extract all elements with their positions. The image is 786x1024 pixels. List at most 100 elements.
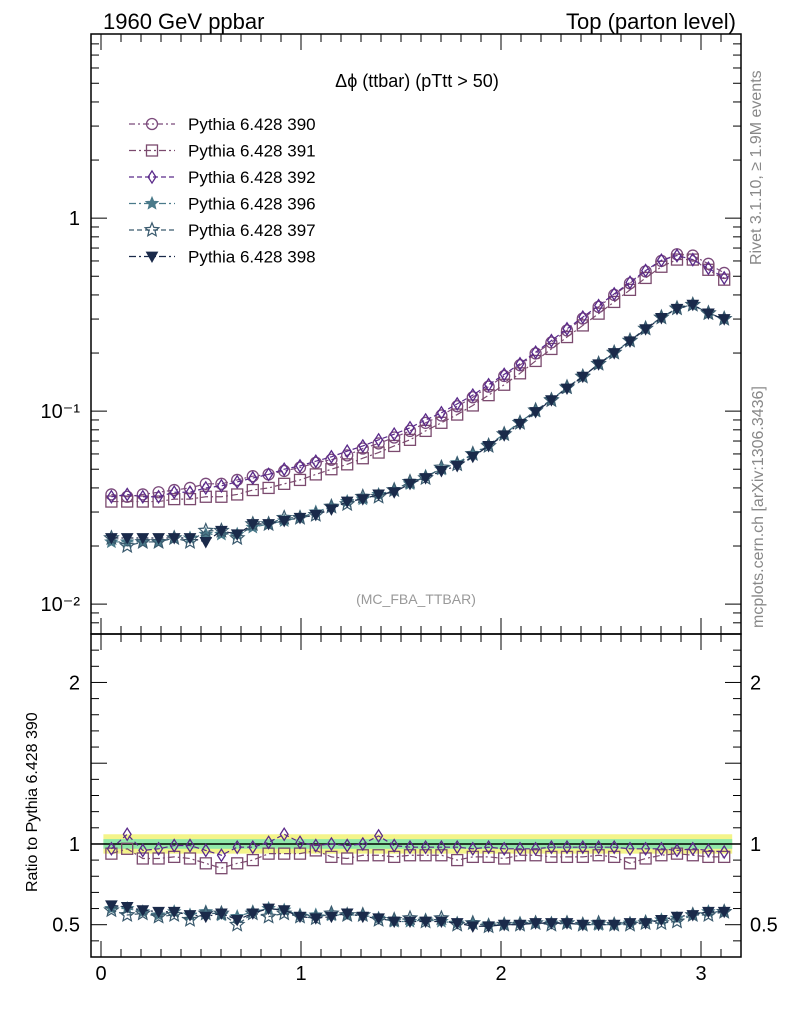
ratio-line (111, 848, 725, 869)
data-point (670, 303, 684, 316)
main-series-5 (105, 299, 731, 549)
ratio-point (106, 841, 117, 857)
header-right: Top (parton level) (566, 9, 736, 34)
ratio-point (326, 836, 337, 852)
ratio-y-tick-label-right: 1 (750, 834, 761, 856)
ratio-point (686, 910, 700, 922)
data-point (451, 400, 464, 413)
data-point (529, 407, 542, 419)
data-point (215, 477, 228, 490)
data-point (419, 473, 432, 485)
data-point (309, 509, 323, 522)
data-point (372, 489, 385, 501)
ratio-point (183, 852, 197, 865)
ratio-point (607, 919, 621, 932)
ratio-point (122, 826, 132, 842)
data-point (466, 391, 479, 404)
ratio-point (639, 852, 652, 865)
data-point (513, 367, 527, 380)
data-point (199, 477, 212, 490)
data-point (201, 480, 211, 496)
ratio-point (702, 850, 715, 864)
data-point (358, 438, 368, 454)
legend-label: Pythia 6.428 392 (188, 168, 316, 187)
ratio-point (216, 847, 227, 863)
ratio-point (546, 839, 557, 855)
ratio-line (111, 907, 725, 926)
legend-label: Pythia 6.428 396 (188, 195, 316, 214)
data-point (655, 313, 668, 325)
legend-marker (145, 144, 159, 157)
ratio-point (403, 916, 417, 928)
data-point (403, 424, 417, 438)
series-line (111, 304, 725, 547)
ratio-point (183, 910, 197, 922)
data-point (609, 286, 619, 302)
data-point (686, 299, 700, 312)
data-point (309, 468, 322, 481)
ratio-point (466, 921, 480, 933)
data-point (578, 309, 588, 325)
data-point (718, 266, 731, 280)
ratio-point (688, 841, 698, 857)
ratio-point (513, 919, 527, 932)
legend-entry: Pythia 6.428 390 (129, 115, 316, 134)
data-point (325, 453, 338, 466)
data-point (483, 377, 494, 393)
ratio-point (373, 828, 384, 844)
main-series-1 (105, 253, 731, 508)
ratio-point (593, 839, 604, 855)
ratio-point (120, 902, 134, 914)
data-point (356, 442, 369, 455)
rivet-version-label: Rivet 3.1.10, ≥ 1.9M events (748, 70, 765, 265)
ratio-point (185, 838, 195, 853)
legend-label: Pythia 6.428 390 (188, 115, 316, 134)
ratio-point (529, 918, 542, 930)
data-point (497, 430, 511, 442)
data-point (515, 356, 525, 372)
ratio-point (325, 850, 338, 864)
ratio-point (152, 906, 165, 919)
main-y-tick-label: 10⁻² (41, 594, 81, 616)
ratio-point (656, 841, 667, 857)
ratio-frame (90, 633, 742, 958)
data-point (623, 336, 637, 348)
ratio-point (403, 849, 417, 862)
main-panel: 10⁻² 10⁻¹ 1 (41, 33, 742, 635)
data-point (105, 488, 118, 501)
legend-entry: Pythia 6.428 398 (129, 248, 316, 267)
ratio-point (623, 918, 637, 930)
data-point (656, 253, 667, 268)
legend-entry: Pythia 6.428 392 (129, 168, 316, 187)
data-point (625, 275, 635, 290)
legend-marker (144, 195, 160, 210)
data-point (560, 330, 574, 344)
data-point (168, 492, 181, 506)
series-line (111, 253, 725, 498)
ratio-point (230, 914, 244, 927)
legend-marker (147, 169, 157, 185)
data-point (105, 495, 118, 508)
data-point (262, 519, 275, 531)
ratio-point (387, 916, 401, 928)
data-point (373, 432, 384, 448)
data-point (168, 483, 181, 497)
data-point (152, 486, 165, 499)
ratio-point (718, 850, 731, 864)
data-point (717, 314, 731, 326)
ratio-point (435, 916, 448, 928)
data-point (342, 443, 352, 459)
ratio-point (482, 850, 495, 864)
data-point (120, 533, 134, 545)
ratio-point (702, 906, 715, 919)
data-point (216, 478, 227, 494)
ratio-point (529, 849, 542, 862)
data-point (106, 489, 117, 505)
data-point (262, 481, 275, 495)
ratio-point (293, 911, 307, 924)
data-point (277, 515, 291, 528)
ratio-point (215, 908, 228, 920)
data-point (436, 405, 447, 421)
ratio-point (295, 835, 305, 850)
